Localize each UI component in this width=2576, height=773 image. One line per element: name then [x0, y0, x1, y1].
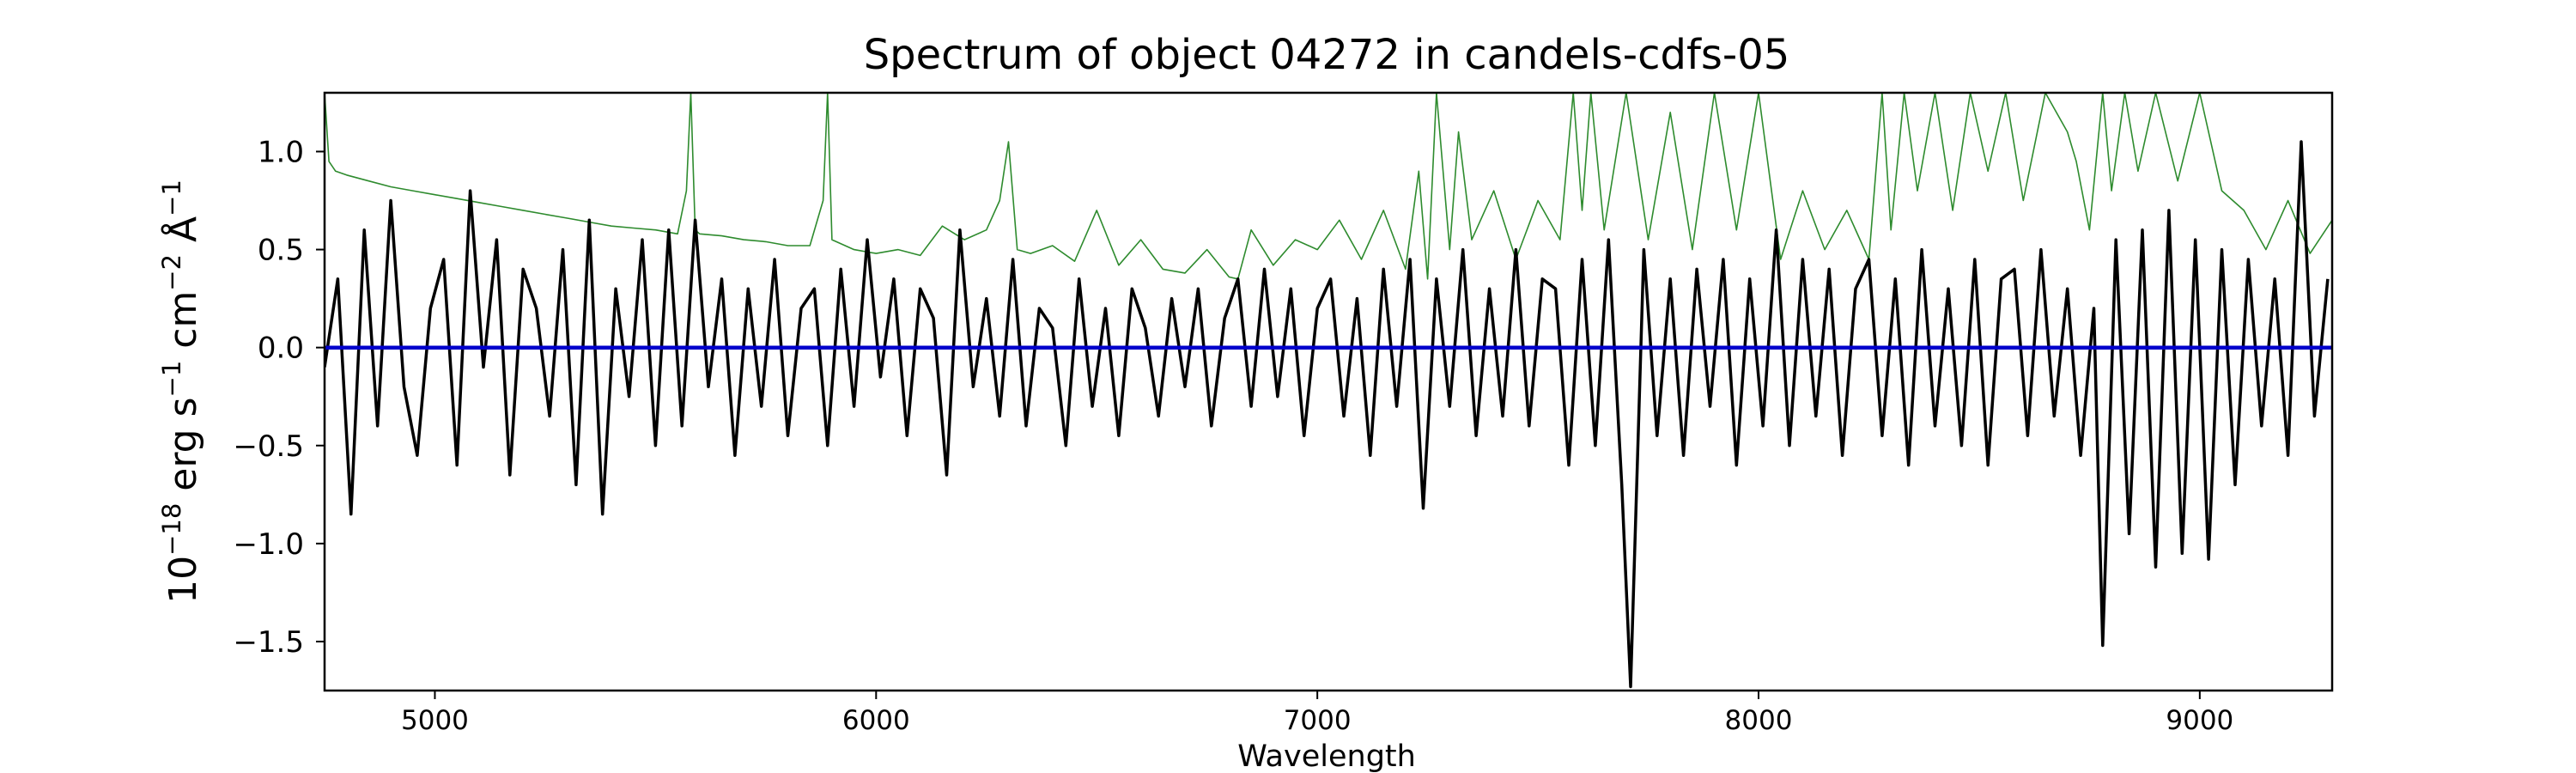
- y-tick-label: −0.5: [233, 429, 304, 464]
- x-tick-label: 9000: [2166, 705, 2233, 736]
- plot-frame: [323, 91, 2334, 692]
- chart-title: Spectrum of object 04272 in candels-cdfs…: [864, 31, 1790, 79]
- y-label-exp-3: −2: [157, 254, 186, 291]
- y-tick-label: 0.0: [258, 332, 304, 366]
- x-tick-label: 6000: [842, 705, 910, 736]
- series-layer: [325, 93, 2332, 689]
- x-tick-label: 7000: [1284, 705, 1352, 736]
- y-tick-label: −1.0: [233, 527, 304, 562]
- y-label-unit-2: cm: [161, 291, 205, 361]
- flux-series-line: [325, 140, 2330, 689]
- y-label-exp-2: −1: [157, 361, 186, 398]
- y-axis: −1.5 −1.0 −0.5 0.0 0.5 1.0: [233, 135, 325, 660]
- x-tick-label: 8000: [1725, 705, 1793, 736]
- y-tick-label: 0.5: [258, 234, 304, 268]
- y-label-exp-4: −1: [157, 180, 186, 216]
- y-label-unit-1: erg s: [161, 397, 205, 502]
- y-axis-label: 10−18 erg s−1 cm−2 Å−1: [157, 180, 205, 604]
- noise-series-line: [325, 93, 2332, 280]
- x-tick-label: 5000: [401, 705, 469, 736]
- y-label-base: 10: [161, 556, 205, 604]
- x-axis: 5000 6000 7000 8000 9000: [401, 691, 2233, 736]
- y-tick-label: 1.0: [258, 135, 304, 169]
- y-label-exp-1: −18: [157, 503, 186, 556]
- y-label-unit-3: Å: [160, 216, 205, 254]
- x-axis-label: Wavelength: [1237, 740, 1416, 773]
- y-tick-label: −1.5: [233, 625, 304, 660]
